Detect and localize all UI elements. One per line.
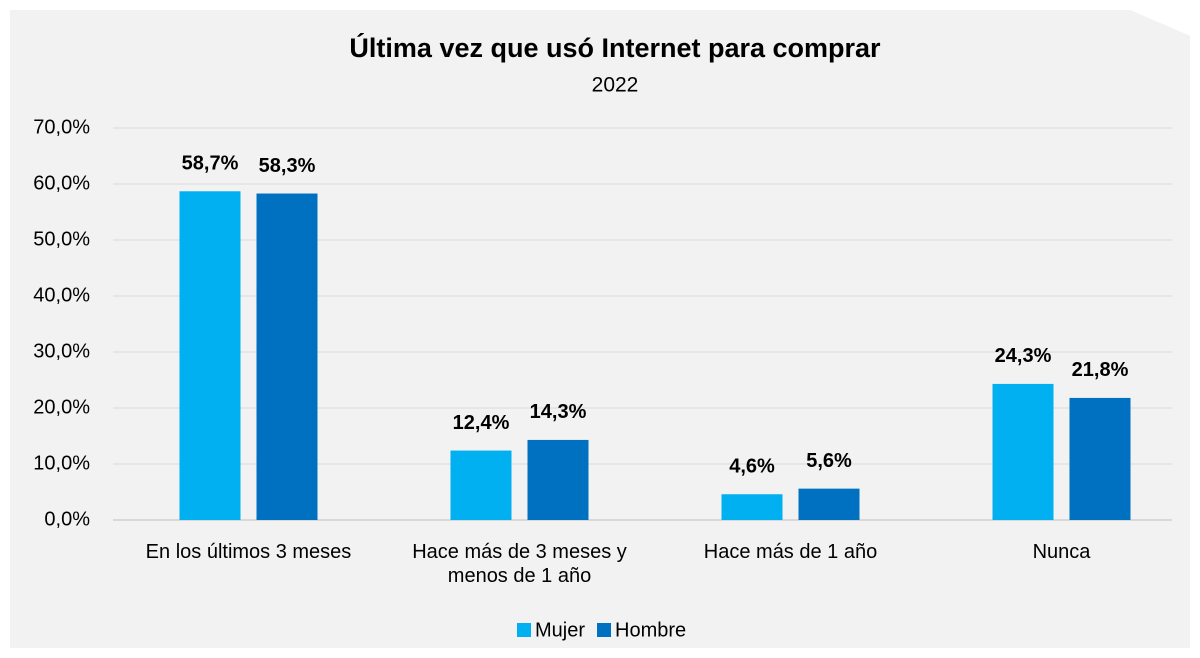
legend-label: Mujer [535,619,585,641]
x-tick-label: En los últimos 3 meses [145,541,352,563]
corner-decoration [1130,10,1200,40]
data-label: 4,6% [729,456,775,478]
data-label: 5,6% [806,450,852,472]
bar [527,439,589,520]
bar [798,488,860,520]
chart-title: Última vez que usó Internet para comprar [349,32,881,63]
bar [179,191,241,520]
y-tick-label: 40,0% [33,284,90,306]
bar [992,383,1054,520]
legend-swatch [517,623,531,637]
data-label: 24,3% [995,345,1052,367]
data-label: 21,8% [1072,359,1129,381]
y-tick-label: 10,0% [33,452,90,474]
data-label: 58,3% [259,155,316,177]
data-label: 12,4% [453,412,510,434]
legend-label: Hombre [615,619,686,641]
y-tick-label: 20,0% [33,396,90,418]
legend-swatch [597,623,612,637]
chart-subtitle: 2022 [592,74,639,97]
x-tick-label: Hace más de 1 año [703,541,878,563]
bar [256,193,318,520]
data-label: 14,3% [530,401,587,423]
x-tick-label: Hace más de 3 meses y menos de 1 año [412,541,627,587]
x-tick-label: Nunca [1032,541,1091,563]
bar [1069,397,1131,520]
bar [450,450,512,520]
bar [721,494,783,520]
data-label: 58,7% [182,153,239,175]
y-tick-label: 30,0% [33,340,90,362]
y-tick-label: 60,0% [33,172,90,194]
y-tick-label: 50,0% [33,228,90,250]
y-tick-label: 70,0% [33,116,90,138]
y-tick-label: 0,0% [44,508,90,530]
